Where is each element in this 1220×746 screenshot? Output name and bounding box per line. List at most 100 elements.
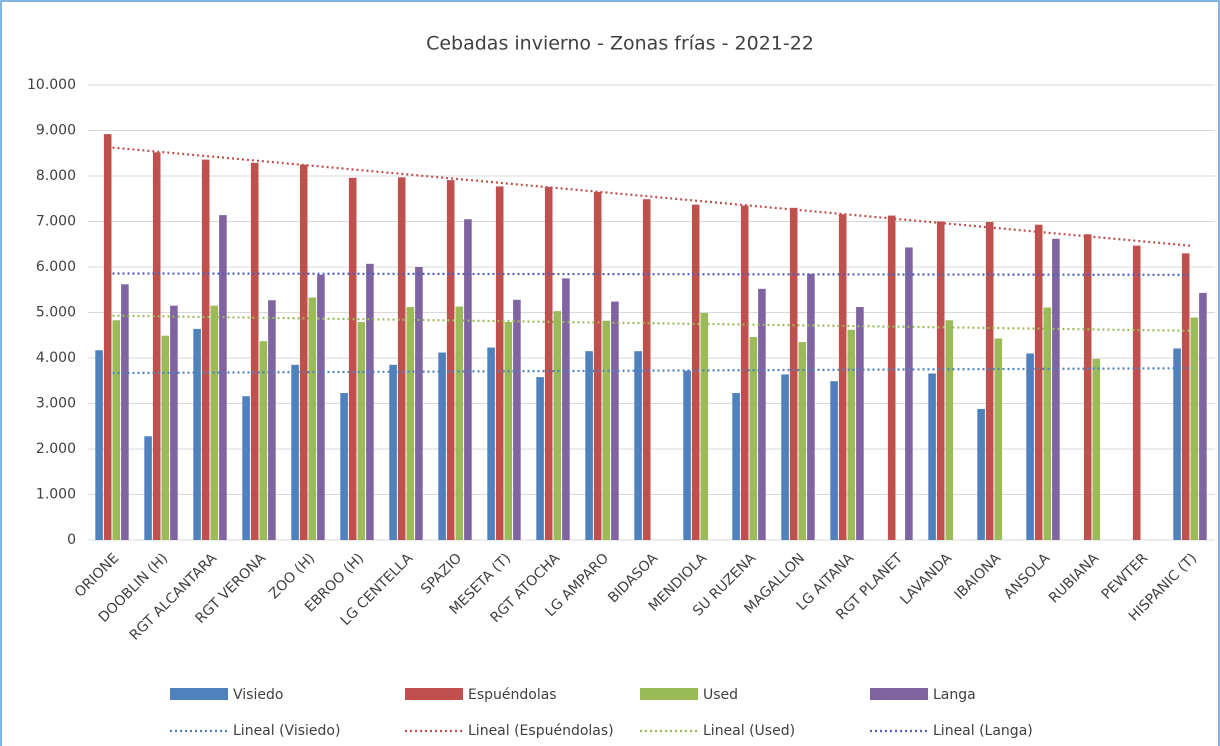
- bar: [847, 329, 856, 540]
- bar: [219, 215, 227, 540]
- bar: [553, 311, 562, 540]
- bar: [95, 350, 103, 540]
- bar: [152, 152, 161, 540]
- bar: [389, 364, 397, 540]
- y-tick-label: 5.000: [36, 305, 76, 321]
- bar: [495, 186, 504, 540]
- bar: [611, 301, 619, 540]
- bar: [1043, 307, 1052, 540]
- bar: [1083, 234, 1092, 541]
- bar: [691, 204, 700, 541]
- bar: [602, 320, 611, 540]
- y-tick-label: 10.000: [27, 77, 76, 93]
- bar: [504, 322, 513, 540]
- legend-swatch: [870, 688, 928, 700]
- bar: [749, 337, 758, 540]
- bar: [985, 221, 994, 540]
- bar: [357, 322, 366, 540]
- legend-label: Lineal (Langa): [933, 723, 1033, 739]
- bar: [348, 177, 357, 540]
- bar: [807, 273, 815, 540]
- legend-label: Espuéndolas: [468, 687, 557, 703]
- bar: [1132, 245, 1141, 541]
- bar: [1181, 253, 1190, 540]
- bar: [1034, 224, 1043, 540]
- bar: [415, 267, 423, 540]
- bar: [397, 177, 406, 541]
- bar: [291, 364, 299, 540]
- bar: [144, 436, 152, 540]
- bar: [838, 214, 847, 540]
- chart-title: Cebadas invierno - Zonas frías - 2021-22: [426, 33, 814, 55]
- bar: [740, 205, 749, 540]
- bar: [268, 300, 276, 540]
- bar: [112, 320, 121, 540]
- bar: [700, 312, 709, 540]
- legend-label: Lineal (Visiedo): [233, 723, 340, 739]
- legend-label: Visiedo: [233, 687, 283, 703]
- y-tick-label: 7.000: [36, 214, 76, 230]
- bar: [317, 274, 325, 540]
- bar: [977, 408, 985, 540]
- bar: [121, 284, 129, 540]
- bar: [103, 134, 112, 540]
- y-tick-label: 9.000: [36, 123, 76, 139]
- bar: [446, 180, 455, 540]
- bar: [1052, 238, 1060, 541]
- y-tick-label: 1.000: [36, 487, 76, 503]
- bar: [781, 374, 789, 540]
- bar: [438, 352, 446, 540]
- bar: [308, 297, 317, 540]
- trendline: [112, 146, 1191, 247]
- bar: [789, 207, 798, 540]
- bar: [464, 219, 472, 540]
- bar: [732, 393, 740, 540]
- bar: [1173, 348, 1181, 540]
- bar: [340, 393, 348, 540]
- legend-swatch: [405, 688, 463, 700]
- bar: [170, 305, 178, 540]
- bar: [585, 351, 593, 540]
- y-tick-label: 6.000: [36, 259, 76, 275]
- y-tick-label: 2.000: [36, 441, 76, 457]
- bar: [366, 263, 374, 540]
- bar: [830, 381, 838, 540]
- bar: [1199, 292, 1207, 540]
- legend-label: Langa: [933, 687, 976, 703]
- bar: [242, 396, 250, 540]
- bar: [856, 307, 864, 540]
- bar: [798, 342, 807, 540]
- bar: [210, 305, 219, 540]
- bar: [259, 341, 268, 540]
- bar: [161, 335, 170, 540]
- bar: [634, 351, 642, 540]
- bar: [994, 338, 1003, 540]
- y-tick-label: 4.000: [36, 350, 76, 366]
- bar: [1092, 358, 1101, 540]
- legend-label: Used: [703, 687, 738, 703]
- y-tick-label: 0: [67, 532, 76, 548]
- bar: [299, 164, 308, 540]
- y-tick-label: 3.000: [36, 396, 76, 412]
- bar: [536, 377, 544, 540]
- bar: [1026, 353, 1034, 540]
- bar: [642, 199, 651, 540]
- bar: [945, 320, 954, 540]
- legend-swatch: [170, 688, 228, 700]
- bar: [455, 306, 464, 540]
- bar: [544, 186, 553, 541]
- y-tick-label: 8.000: [36, 168, 76, 184]
- bar: [905, 247, 913, 540]
- bar: [487, 347, 495, 540]
- bar: [193, 328, 201, 540]
- legend-label: Lineal (Espuéndolas): [468, 723, 614, 739]
- bar: [1190, 317, 1199, 540]
- bar: [201, 159, 210, 540]
- bar: [593, 191, 602, 541]
- bar: [683, 370, 691, 540]
- legend-swatch: [640, 688, 698, 700]
- bar: [887, 215, 896, 540]
- bar: [562, 278, 570, 540]
- bar: [250, 162, 259, 540]
